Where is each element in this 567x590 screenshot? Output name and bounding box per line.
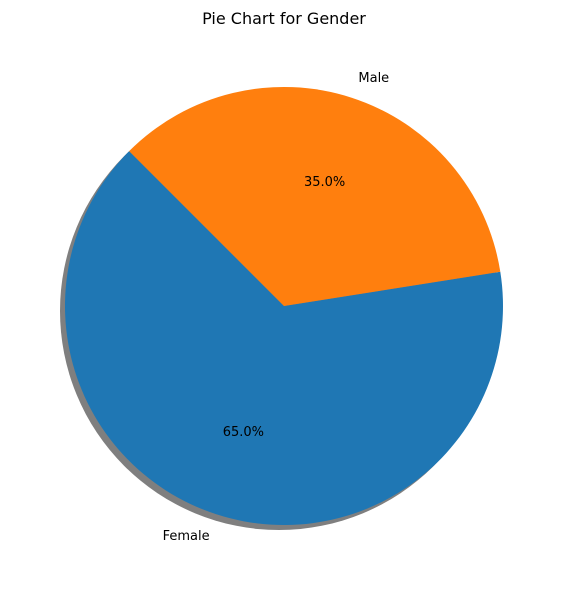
slice-label-female: Female — [163, 529, 210, 544]
chart-title: Pie Chart for Gender — [202, 9, 366, 28]
percent-label-female: 65.0% — [223, 425, 264, 440]
pie-slice-male — [129, 86, 501, 306]
percent-label-male: 35.0% — [304, 175, 345, 190]
pie-slice-female — [64, 151, 503, 525]
slice-label-male: Male — [358, 71, 389, 86]
